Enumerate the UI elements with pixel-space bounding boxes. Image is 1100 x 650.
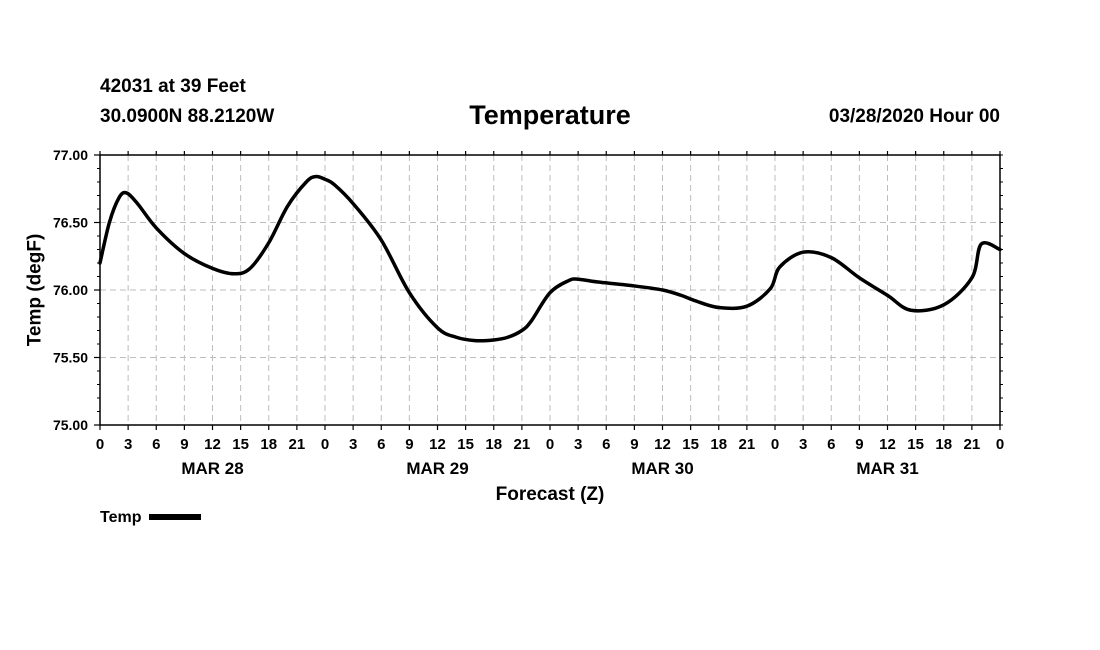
y-axis-title: Temp (degF) (25, 234, 46, 347)
x-tick-label: 12 (429, 436, 446, 453)
x-day-label: MAR 28 (181, 459, 243, 478)
x-tick-label: 21 (289, 436, 306, 453)
x-tick-label: 3 (349, 436, 357, 453)
x-tick-label: 15 (232, 436, 249, 453)
legend-label: Temp (100, 509, 142, 526)
legend: Temp (100, 509, 202, 527)
x-tick-label: 6 (602, 436, 610, 453)
x-tick-label: 0 (96, 436, 104, 453)
x-tick-label: 6 (152, 436, 160, 453)
x-tick-label: 15 (682, 436, 699, 453)
y-tick-label: 76.00 (53, 282, 88, 298)
x-tick-label: 12 (879, 436, 896, 453)
x-tick-label: 0 (771, 436, 779, 453)
y-tick-label: 76.50 (53, 215, 88, 231)
x-tick-label: 18 (935, 436, 952, 453)
x-day-label: MAR 31 (856, 459, 918, 478)
x-tick-label: 9 (630, 436, 638, 453)
x-tick-label: 3 (574, 436, 582, 453)
x-tick-label: 18 (260, 436, 277, 453)
grid-lines (100, 155, 1000, 425)
issued-time-label: 03/28/2020 Hour 00 (828, 106, 1000, 127)
axis-labels: 0 3 6 9 12 15 18 21 0 3 6 9 12 15 18 21 0 3 6 9 12 15 18 21 0 3 6 9… (53, 147, 1004, 478)
temp-series-line (98, 174, 1002, 343)
x-tick-label: 9 (855, 436, 863, 453)
x-tick-label: 3 (799, 436, 807, 453)
x-day-label: MAR 30 (631, 459, 693, 478)
axis-ticks (94, 151, 1001, 430)
chart-title: Temperature (469, 100, 631, 130)
legend-line-swatch (149, 513, 202, 520)
y-tick-label: 75.50 (53, 350, 88, 366)
y-tick-label: 77.00 (53, 147, 88, 163)
x-tick-label: 21 (739, 436, 756, 453)
x-tick-label: 12 (654, 436, 671, 453)
x-tick-label: 21 (514, 436, 531, 453)
x-tick-label: 9 (405, 436, 413, 453)
x-tick-label: 15 (457, 436, 474, 453)
y-tick-label: 75.00 (53, 417, 88, 433)
x-tick-label: 21 (964, 436, 981, 453)
x-tick-label: 6 (377, 436, 385, 453)
x-day-label: MAR 29 (406, 459, 468, 478)
x-tick-label: 3 (124, 436, 132, 453)
station-label: 42031 at 39 Feet (100, 76, 246, 97)
x-tick-label: 0 (996, 436, 1004, 453)
x-tick-label: 18 (485, 436, 502, 453)
x-tick-label: 0 (546, 436, 554, 453)
x-tick-label: 12 (204, 436, 221, 453)
x-axis-title: Forecast (Z) (496, 484, 605, 505)
x-tick-label: 15 (907, 436, 924, 453)
x-tick-label: 6 (827, 436, 835, 453)
x-tick-label: 0 (321, 436, 329, 453)
series-layer (98, 174, 1002, 343)
x-tick-label: 18 (710, 436, 727, 453)
x-tick-label: 9 (180, 436, 188, 453)
location-label: 30.0900N 88.2120W (100, 106, 275, 127)
